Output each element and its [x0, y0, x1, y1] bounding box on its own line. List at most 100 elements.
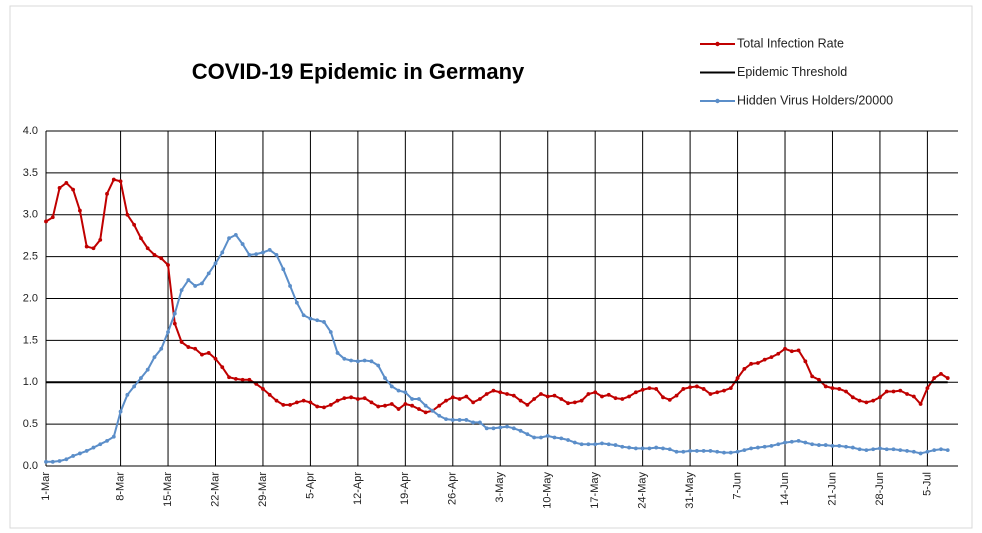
- data-point: [247, 253, 252, 257]
- data-point: [552, 435, 557, 440]
- data-point: [708, 449, 713, 453]
- data-point: [918, 451, 923, 456]
- data-point: [457, 418, 462, 422]
- data-point: [355, 359, 360, 364]
- data-point: [132, 384, 137, 389]
- data-point: [654, 445, 659, 450]
- data-point: [844, 389, 848, 394]
- data-point: [410, 397, 415, 401]
- data-point: [681, 449, 686, 454]
- data-point: [410, 403, 415, 408]
- data-point: [830, 444, 835, 448]
- data-point: [91, 246, 96, 251]
- data-point: [823, 443, 828, 447]
- data-point: [50, 459, 55, 464]
- data-point: [44, 219, 48, 224]
- data-point: [878, 395, 882, 400]
- x-tick-label: 31-May: [684, 472, 696, 509]
- data-point: [288, 284, 292, 288]
- data-point: [118, 409, 123, 414]
- data-point: [301, 313, 306, 318]
- data-point: [125, 392, 130, 397]
- x-tick-label: 28-Jun: [874, 472, 886, 506]
- data-point: [233, 232, 238, 237]
- legend-marker: [715, 41, 720, 47]
- data-point: [688, 449, 692, 453]
- data-point: [132, 222, 137, 227]
- x-tick-label: 14-Jun: [779, 472, 791, 506]
- x-tick-label: 8-Mar: [114, 472, 126, 501]
- data-point: [525, 432, 530, 437]
- data-point: [200, 281, 204, 286]
- data-point: [857, 398, 862, 403]
- data-point: [220, 250, 225, 255]
- data-point: [701, 387, 706, 391]
- data-point: [911, 394, 916, 399]
- data-point: [776, 442, 781, 447]
- data-point: [708, 392, 713, 396]
- data-point: [783, 440, 787, 445]
- y-tick-label: 1.0: [23, 376, 38, 388]
- data-point: [505, 424, 509, 429]
- data-point: [620, 397, 625, 401]
- data-point: [172, 311, 177, 316]
- data-point: [166, 263, 170, 267]
- data-point: [145, 246, 150, 251]
- data-point: [78, 208, 82, 213]
- data-point: [945, 448, 950, 452]
- data-point: [776, 351, 781, 356]
- data-point: [823, 384, 828, 389]
- x-tick-label: 24-May: [637, 472, 649, 509]
- x-tick-label: 7-Jun: [731, 472, 743, 500]
- x-tick-label: 5-Apr: [304, 472, 316, 499]
- data-point: [627, 394, 631, 399]
- data-point: [878, 446, 882, 451]
- data-point: [600, 394, 604, 399]
- data-point: [267, 392, 272, 397]
- data-point: [322, 320, 326, 324]
- data-point: [871, 398, 876, 403]
- data-point: [939, 447, 943, 452]
- y-tick-label: 2.5: [23, 251, 38, 263]
- data-point: [417, 407, 421, 411]
- data-point: [769, 444, 774, 448]
- data-point: [505, 392, 509, 396]
- data-point: [728, 450, 733, 455]
- data-point: [227, 375, 231, 380]
- data-point: [417, 397, 421, 401]
- data-point: [756, 445, 760, 450]
- data-point: [586, 392, 591, 396]
- data-point: [315, 318, 320, 323]
- data-point: [864, 448, 869, 452]
- y-tick-label: 0.5: [23, 418, 38, 430]
- data-point: [566, 438, 570, 442]
- data-point: [735, 376, 740, 380]
- data-point: [308, 316, 313, 321]
- data-point: [478, 420, 482, 425]
- data-point: [518, 398, 523, 403]
- data-point: [484, 426, 489, 431]
- data-point: [159, 346, 164, 351]
- data-point: [423, 410, 428, 415]
- data-point: [552, 393, 557, 398]
- data-point: [837, 387, 842, 391]
- data-point: [342, 356, 347, 361]
- data-point: [247, 377, 252, 382]
- data-point: [362, 358, 367, 363]
- data-point: [735, 449, 740, 454]
- x-tick-label: 3-May: [494, 472, 506, 503]
- data-point: [315, 404, 320, 409]
- data-point: [830, 386, 835, 391]
- data-point: [233, 377, 238, 381]
- x-tick-label: 22-Mar: [209, 472, 221, 507]
- data-point: [769, 355, 774, 360]
- data-point: [220, 365, 225, 370]
- data-point: [579, 398, 584, 403]
- data-point: [437, 403, 442, 408]
- data-point: [84, 244, 89, 249]
- data-point: [281, 267, 286, 272]
- data-point: [837, 444, 842, 448]
- data-point: [898, 448, 903, 452]
- data-point: [850, 395, 855, 400]
- data-point: [715, 449, 720, 454]
